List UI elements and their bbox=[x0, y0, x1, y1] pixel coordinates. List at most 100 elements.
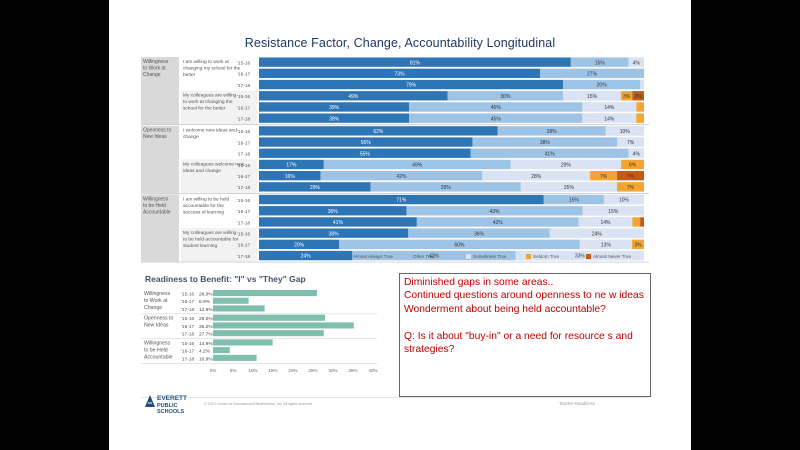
bar-segment bbox=[605, 126, 644, 136]
note-line: Q: Is it about "buy-in" or a need for re… bbox=[404, 330, 633, 356]
segment-label: 33% bbox=[575, 254, 586, 260]
item-label: success of learning bbox=[183, 209, 224, 215]
bar-segment bbox=[416, 217, 579, 227]
segment-label: 7% bbox=[627, 140, 635, 146]
segment-label: 30% bbox=[500, 94, 511, 100]
year-label: '17-18 bbox=[237, 254, 251, 260]
bar-segment bbox=[259, 102, 410, 112]
item-label-bg bbox=[181, 57, 257, 91]
segment-label: 43% bbox=[489, 209, 500, 215]
item-label: to work at changing the bbox=[183, 99, 233, 105]
legend-label: Often True bbox=[413, 254, 435, 259]
segment-label: 49% bbox=[412, 163, 423, 169]
gap-tick-label: 40% bbox=[368, 368, 377, 373]
bar-segment bbox=[482, 171, 591, 181]
year-label: '17-18 bbox=[237, 152, 251, 158]
logo-line1: EVERETT bbox=[157, 395, 187, 402]
year-label: '16-17 bbox=[237, 174, 251, 180]
group-label: to Work at bbox=[143, 66, 166, 72]
note-line: Wonderment about being held accountable? bbox=[404, 303, 606, 315]
gap-bar bbox=[213, 354, 257, 361]
bar-segment bbox=[447, 91, 564, 101]
item-label-bg bbox=[181, 228, 257, 262]
bar-segment bbox=[259, 57, 571, 67]
bar-segment bbox=[409, 113, 583, 123]
item-label: accountable for the bbox=[183, 203, 224, 209]
bar-segment bbox=[570, 57, 629, 67]
footer-copyright: © 2013 Center for Educational Effectiven… bbox=[204, 402, 314, 406]
group-label: Openness to bbox=[143, 128, 172, 134]
year-label: '15-16 bbox=[237, 163, 251, 169]
gap-value-label: 27.7% bbox=[199, 332, 213, 338]
segment-label: 10% bbox=[620, 129, 631, 135]
bar-segment bbox=[259, 239, 340, 249]
segment-label: 28% bbox=[531, 174, 542, 180]
legend-swatch bbox=[526, 254, 531, 259]
bar-segment bbox=[320, 171, 483, 181]
legend-swatch bbox=[406, 254, 411, 259]
bar-segment bbox=[582, 102, 637, 112]
bar-segment bbox=[339, 239, 580, 249]
bar-segment bbox=[259, 194, 544, 205]
gap-tick-label: 25% bbox=[308, 368, 317, 373]
bar-segment bbox=[470, 148, 629, 158]
gap-year-label: '16-17 bbox=[181, 349, 195, 355]
segment-label: 49% bbox=[348, 94, 359, 100]
item-label-bg bbox=[181, 125, 257, 160]
bar-segment bbox=[497, 126, 606, 136]
year-label: '16-17 bbox=[237, 105, 251, 111]
bar-segment bbox=[617, 137, 644, 147]
bar-segment bbox=[259, 113, 410, 123]
footer-right-text: Teacher Readiness bbox=[559, 401, 595, 406]
segment-label: 62% bbox=[373, 129, 384, 135]
bar-segment bbox=[628, 57, 644, 67]
bar-segment bbox=[620, 91, 633, 101]
logo-line2: PUBLIC SCHOOLS bbox=[157, 403, 185, 415]
segment-label: 15% bbox=[587, 94, 598, 100]
segment-label: 81% bbox=[410, 60, 421, 66]
gap-year-label: '15-16 bbox=[181, 341, 195, 347]
bar-segment bbox=[632, 91, 644, 101]
segment-label: 13% bbox=[601, 243, 612, 249]
bar-segment bbox=[603, 194, 644, 205]
gap-value-label: 26.0% bbox=[199, 292, 213, 298]
bar-segment bbox=[472, 137, 618, 147]
segment-label: 24% bbox=[592, 231, 603, 237]
segment-label: 27% bbox=[587, 72, 598, 78]
bar-segment bbox=[563, 91, 621, 101]
bar-segment bbox=[578, 217, 633, 227]
legend-label: Almost Always True bbox=[353, 254, 394, 259]
bar-segment bbox=[259, 126, 498, 136]
gap-year-label: '15-16 bbox=[181, 316, 195, 322]
segment-label: 29% bbox=[310, 185, 321, 191]
segment-label: 38% bbox=[329, 231, 340, 237]
bar-segment bbox=[259, 250, 353, 261]
year-label: '15-16 bbox=[237, 198, 251, 204]
group-label: Change bbox=[143, 72, 161, 78]
item-label: to be held accountable for bbox=[183, 237, 239, 243]
gap-chart-title: Readiness to Benefit: "I" vs "They" Gap bbox=[145, 274, 306, 284]
group-label-bg bbox=[141, 194, 179, 262]
gap-bar bbox=[213, 297, 249, 304]
segment-label: 55% bbox=[360, 151, 371, 157]
segment-label: 15% bbox=[569, 198, 580, 204]
year-label: '17-18 bbox=[237, 117, 251, 123]
bar-segment bbox=[582, 113, 637, 123]
gap-value-label: 10.9% bbox=[199, 356, 213, 362]
group-label: Willingness bbox=[143, 196, 169, 202]
note-line bbox=[404, 316, 646, 329]
bar-segment bbox=[259, 79, 564, 90]
year-label: '17-18 bbox=[237, 185, 251, 191]
slide: Resistance Factor, Change, Accountabilit… bbox=[109, 0, 691, 450]
bar-segment bbox=[323, 159, 511, 170]
bar-segment bbox=[590, 171, 618, 181]
gap-bar bbox=[213, 290, 317, 297]
bar-segment bbox=[259, 206, 407, 216]
segment-label: 71% bbox=[396, 198, 407, 204]
item-label: changing my school for the bbox=[183, 66, 241, 72]
bar-segment bbox=[628, 148, 644, 158]
bar-segment bbox=[632, 217, 641, 227]
year-label: '15-16 bbox=[237, 129, 251, 135]
bar-segment bbox=[259, 217, 417, 227]
gap-group-label: New Ideas bbox=[144, 323, 169, 329]
